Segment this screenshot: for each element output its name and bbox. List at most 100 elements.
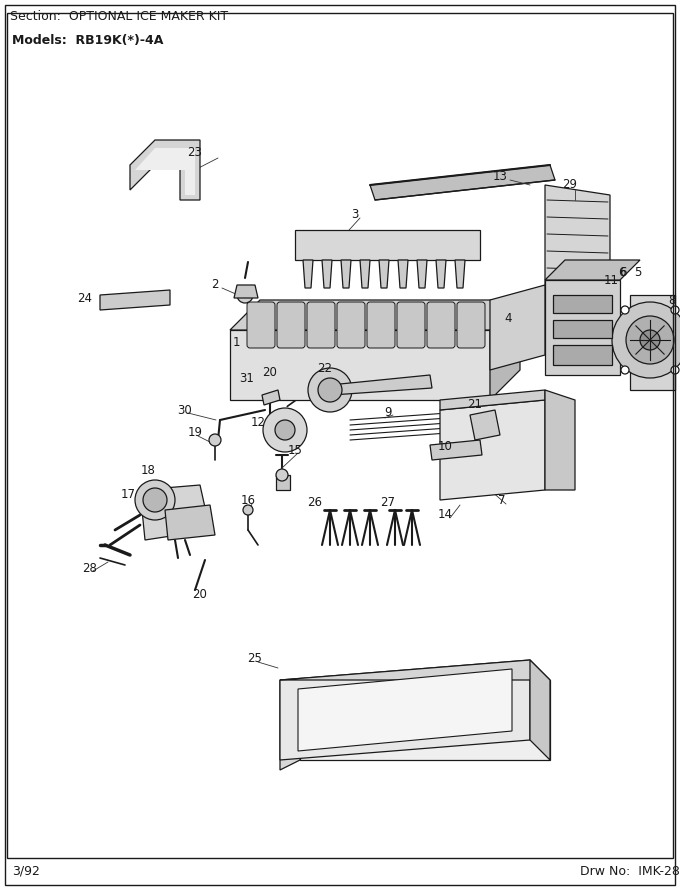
Polygon shape (430, 440, 482, 460)
Circle shape (263, 408, 307, 452)
Polygon shape (276, 475, 290, 490)
Circle shape (275, 420, 295, 440)
Polygon shape (398, 260, 408, 288)
Circle shape (612, 302, 680, 378)
Circle shape (209, 434, 221, 446)
Polygon shape (490, 285, 545, 370)
Text: 4: 4 (505, 312, 512, 325)
Bar (553, 345, 612, 365)
FancyBboxPatch shape (427, 302, 455, 348)
Polygon shape (545, 260, 640, 280)
Text: 22: 22 (318, 361, 333, 375)
Circle shape (276, 469, 288, 481)
Circle shape (626, 316, 674, 364)
Text: 8: 8 (668, 294, 676, 306)
Text: 18: 18 (141, 464, 156, 476)
Text: 25: 25 (248, 651, 262, 665)
Polygon shape (300, 680, 550, 760)
Polygon shape (140, 485, 210, 540)
Text: Models:  RB19K(*)-4A: Models: RB19K(*)-4A (12, 34, 163, 47)
Polygon shape (234, 285, 258, 298)
FancyBboxPatch shape (307, 302, 335, 348)
FancyBboxPatch shape (397, 302, 425, 348)
Polygon shape (455, 260, 465, 288)
Polygon shape (280, 680, 300, 770)
FancyBboxPatch shape (367, 302, 395, 348)
Text: 13: 13 (492, 169, 507, 182)
Circle shape (640, 330, 660, 350)
Text: Drw No:  IMK-28: Drw No: IMK-28 (580, 865, 680, 878)
Polygon shape (230, 330, 490, 400)
Text: 9: 9 (384, 406, 392, 418)
Polygon shape (135, 148, 195, 195)
Circle shape (671, 306, 679, 314)
Text: 26: 26 (307, 496, 322, 508)
Polygon shape (130, 140, 200, 200)
Text: 28: 28 (82, 562, 97, 575)
Polygon shape (322, 260, 332, 288)
FancyBboxPatch shape (247, 302, 275, 348)
Text: 5: 5 (634, 265, 642, 279)
Text: 23: 23 (188, 145, 203, 158)
FancyBboxPatch shape (277, 302, 305, 348)
Circle shape (237, 287, 253, 303)
Polygon shape (440, 400, 545, 500)
Text: 2: 2 (211, 279, 219, 292)
Circle shape (671, 366, 679, 374)
FancyBboxPatch shape (457, 302, 485, 348)
Polygon shape (545, 280, 620, 375)
Text: 17: 17 (120, 489, 135, 501)
Circle shape (143, 488, 167, 512)
Polygon shape (545, 390, 575, 490)
Text: 1: 1 (233, 336, 240, 349)
Polygon shape (530, 660, 550, 760)
Text: 24: 24 (78, 292, 92, 304)
Text: 16: 16 (241, 493, 256, 506)
FancyBboxPatch shape (337, 302, 365, 348)
Polygon shape (341, 260, 351, 288)
Text: 3/92: 3/92 (12, 865, 40, 878)
Text: 21: 21 (468, 399, 483, 411)
Text: 31: 31 (239, 371, 254, 384)
Polygon shape (330, 375, 432, 395)
Circle shape (621, 366, 629, 374)
Text: 29: 29 (562, 179, 577, 191)
Text: Section:  OPTIONAL ICE MAKER KIT: Section: OPTIONAL ICE MAKER KIT (10, 10, 228, 23)
Polygon shape (490, 300, 520, 400)
Bar (553, 295, 612, 313)
Text: 6: 6 (619, 265, 627, 279)
Polygon shape (230, 300, 520, 330)
Polygon shape (303, 260, 313, 288)
Text: 30: 30 (177, 403, 192, 417)
Polygon shape (280, 660, 550, 680)
Circle shape (318, 378, 342, 402)
Text: 12: 12 (250, 416, 265, 428)
Polygon shape (417, 260, 427, 288)
Circle shape (243, 505, 253, 515)
Polygon shape (295, 230, 480, 260)
Circle shape (308, 368, 352, 412)
Polygon shape (545, 185, 610, 345)
Text: 7: 7 (498, 493, 506, 506)
Text: 27: 27 (381, 496, 396, 508)
Polygon shape (440, 390, 545, 410)
Polygon shape (630, 295, 675, 390)
Text: 14: 14 (437, 508, 452, 522)
Text: 19: 19 (188, 425, 203, 439)
Polygon shape (100, 290, 170, 310)
Circle shape (135, 480, 175, 520)
Bar (553, 320, 612, 338)
Polygon shape (262, 390, 280, 405)
Text: 6: 6 (618, 265, 626, 279)
Polygon shape (165, 505, 215, 540)
Text: 20: 20 (192, 588, 207, 602)
Text: 20: 20 (262, 366, 277, 378)
Text: 3: 3 (352, 208, 358, 222)
Polygon shape (470, 410, 500, 440)
Text: 11: 11 (604, 273, 619, 287)
Polygon shape (370, 165, 555, 200)
Text: 10: 10 (437, 441, 452, 454)
Circle shape (621, 306, 629, 314)
Polygon shape (436, 260, 446, 288)
Polygon shape (298, 669, 512, 751)
